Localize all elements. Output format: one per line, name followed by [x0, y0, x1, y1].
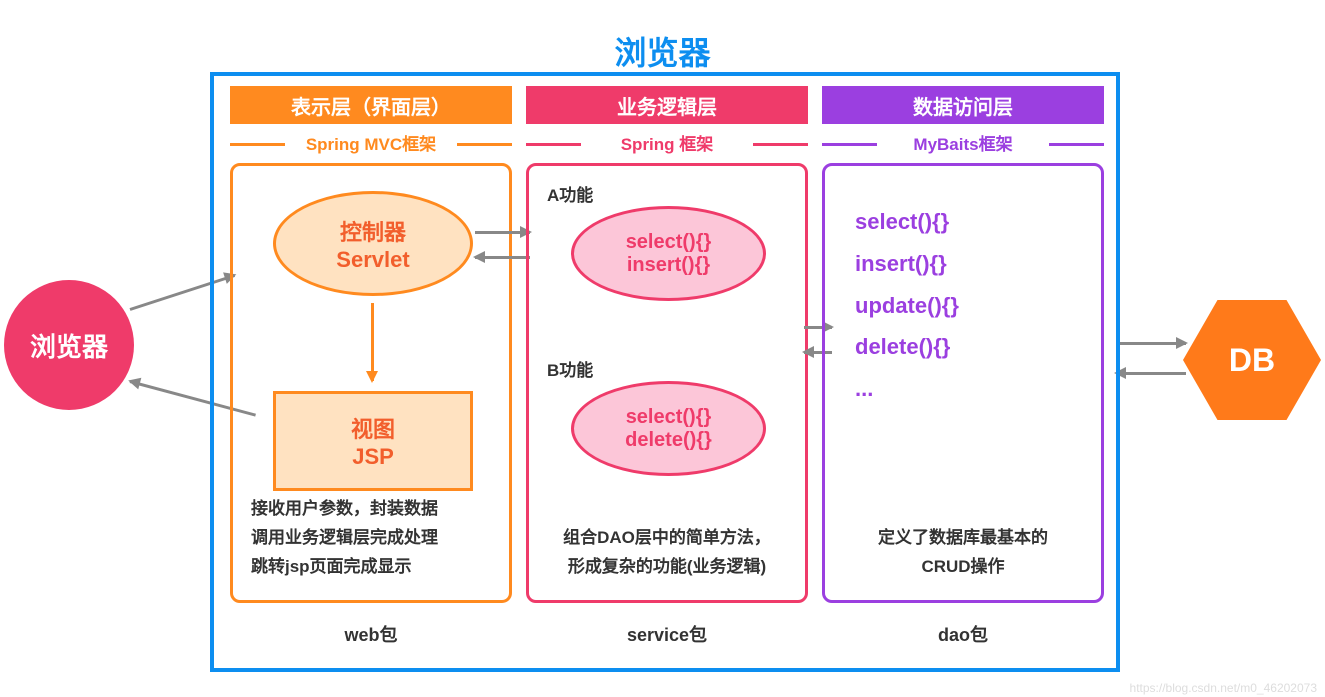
service-body: A功能 select(){} insert(){} B功能 select(){}…: [526, 163, 808, 603]
dao-desc: 定义了数据库最基本的 CRUD操作: [843, 524, 1083, 582]
view-line2: JSP: [352, 444, 394, 470]
dao-method-4: ...: [855, 368, 959, 410]
dao-layer: 数据访问层 MyBaits框架 select(){} insert(){} up…: [822, 86, 1104, 603]
service-desc: 组合DAO层中的简单方法， 形成复杂的功能(业务逻辑): [547, 524, 787, 582]
arrow-db-to-dao: [1116, 372, 1186, 375]
browser-label: 浏览器: [30, 327, 108, 364]
arrow-service-to-ctrl: [475, 256, 530, 259]
presentation-header: 表示层（界面层）: [230, 86, 512, 124]
presentation-subtitle: Spring MVC框架: [230, 130, 512, 155]
funcB-node: select(){} delete(){}: [571, 381, 766, 476]
dao-methods: select(){} insert(){} update(){} delete(…: [855, 201, 959, 410]
controller-line1: 控制器: [340, 215, 406, 247]
controller-line2: Servlet: [336, 247, 409, 273]
dao-package: dao包: [938, 621, 988, 647]
service-subtitle: Spring 框架: [526, 130, 808, 155]
presentation-layer: 表示层（界面层） Spring MVC框架 控制器 Servlet 视图 JSP…: [230, 86, 512, 603]
service-header: 业务逻辑层: [526, 86, 808, 124]
arrow-dao-to-db: [1116, 342, 1186, 345]
arrow-controller-to-view: [371, 303, 374, 381]
diagram-title: 浏览器: [614, 28, 710, 74]
arrow-ctrl-to-service: [475, 231, 530, 234]
db-hexagon: DB: [1183, 300, 1321, 420]
dao-body: select(){} insert(){} update(){} delete(…: [822, 163, 1104, 603]
dao-method-0: select(){}: [855, 201, 959, 243]
dao-subtitle: MyBaits框架: [822, 130, 1104, 155]
dao-method-2: update(){}: [855, 285, 959, 327]
funcB-line1: select(){}: [626, 406, 712, 429]
funcB-line2: delete(){}: [625, 429, 712, 452]
controller-node: 控制器 Servlet: [273, 191, 473, 296]
funcA-line2: insert(){}: [627, 254, 710, 277]
funcA-line1: select(){}: [626, 231, 712, 254]
view-line1: 视图: [351, 412, 395, 444]
dao-method-3: delete(){}: [855, 326, 959, 368]
service-layer: 业务逻辑层 Spring 框架 A功能 select(){} insert(){…: [526, 86, 808, 603]
presentation-desc: 接收用户参数，封装数据 调用业务逻辑层完成处理 跳转jsp页面完成显示: [251, 495, 491, 582]
db-node: DB: [1183, 300, 1321, 420]
presentation-package: web包: [344, 621, 397, 647]
service-package: service包: [627, 621, 707, 647]
funcB-label: B功能: [547, 356, 593, 381]
view-node: 视图 JSP: [273, 391, 473, 491]
main-container: 表示层（界面层） Spring MVC框架 控制器 Servlet 视图 JSP…: [210, 72, 1120, 672]
dao-method-1: insert(){}: [855, 243, 959, 285]
funcA-label: A功能: [547, 181, 593, 206]
funcA-node: select(){} insert(){}: [571, 206, 766, 301]
presentation-body: 控制器 Servlet 视图 JSP 接收用户参数，封装数据 调用业务逻辑层完成…: [230, 163, 512, 603]
browser-node: 浏览器: [4, 280, 134, 410]
watermark: https://blog.csdn.net/m0_46202073: [1130, 681, 1317, 695]
dao-header: 数据访问层: [822, 86, 1104, 124]
db-label: DB: [1229, 342, 1275, 379]
